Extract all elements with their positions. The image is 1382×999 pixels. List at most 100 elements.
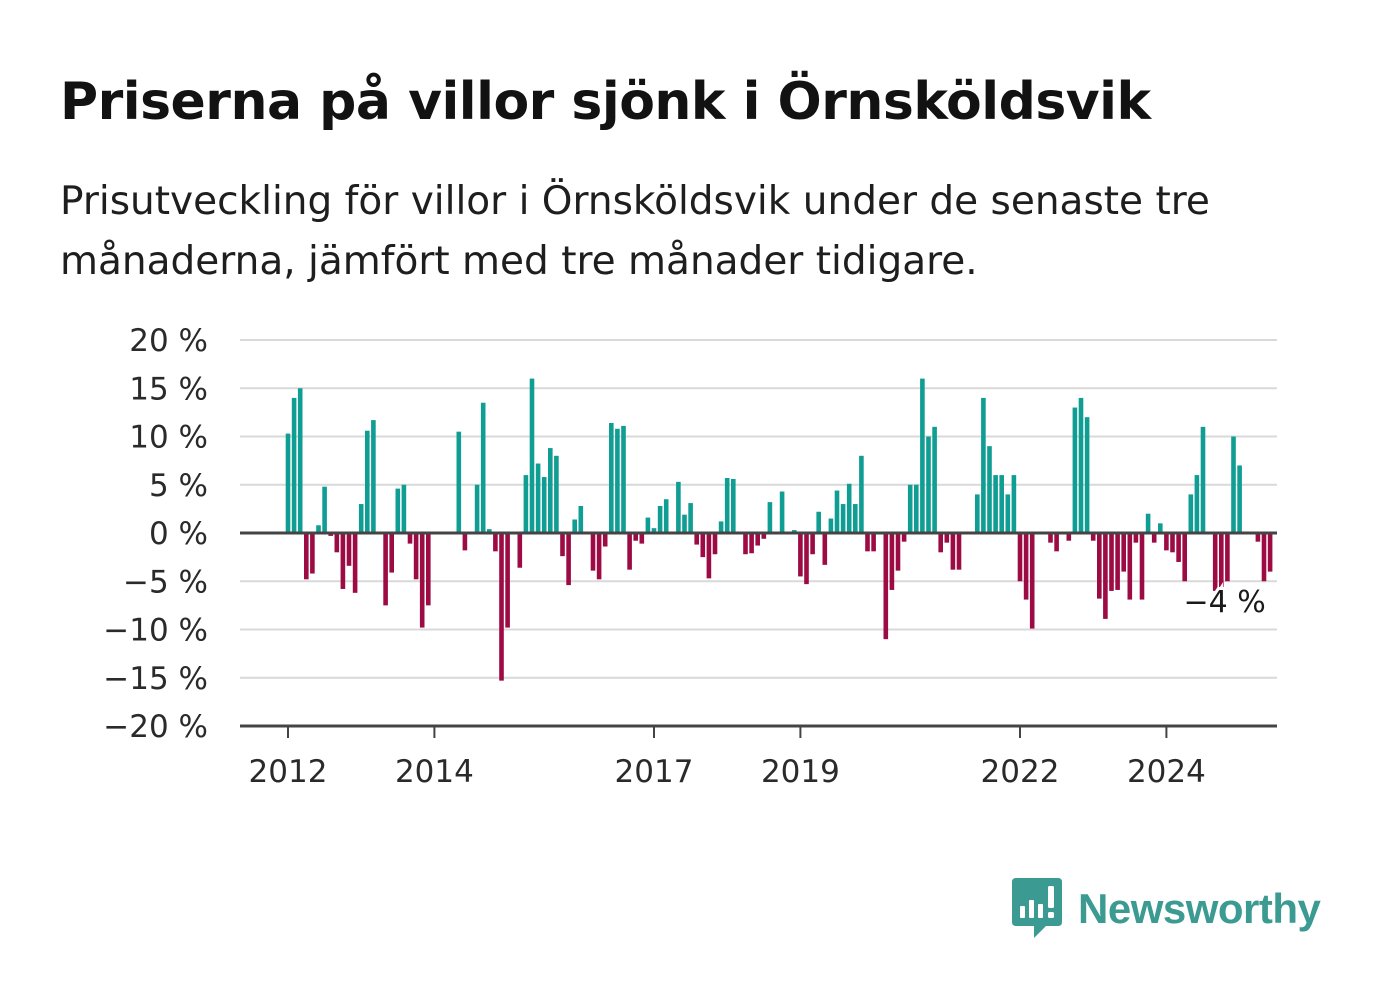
bar [1097,533,1102,599]
bar [688,503,693,533]
bar [1133,533,1139,543]
bar [865,533,870,552]
bar [1017,533,1023,582]
bar [657,505,663,533]
x-tick-label: 2012 [249,754,328,790]
bar [1237,465,1242,533]
y-tick-label: −5 % [123,564,208,600]
bar [846,483,852,533]
bar [694,533,699,545]
newsworthy-logo-icon [1012,878,1062,938]
bar [548,448,553,533]
x-tick-label: 2017 [615,754,694,790]
bar [645,517,651,533]
bar [621,425,626,533]
bar [1212,533,1218,591]
bar [627,533,632,570]
bar [426,533,431,606]
bar [663,499,669,533]
bar [1145,513,1151,533]
bar [602,533,608,547]
chart-title: Priserna på villor sjönk i Örnsköldsvik [60,72,1151,132]
bar [285,433,291,533]
bar [1255,533,1261,542]
bar [828,518,834,533]
bar [535,463,541,533]
bar [1011,475,1017,533]
bar [901,533,907,542]
bar [352,533,358,593]
bar [554,455,559,533]
bar [706,533,712,579]
bar [523,475,529,533]
bar [499,533,504,681]
bar [651,528,657,533]
bar [749,533,754,554]
chart-subtitle: Prisutveckling för villor i Örnsköldsvik… [60,179,1210,284]
bar [999,475,1004,533]
bar [371,420,376,533]
bar [950,533,956,570]
bar [572,519,577,533]
bar [956,533,962,570]
bar [1121,533,1126,572]
bar [578,505,584,533]
bar [541,477,547,533]
bar [529,378,535,533]
y-tick-label: −15 % [103,661,208,697]
y-tick-label: −10 % [103,613,208,649]
bar [493,533,498,552]
bar [596,533,602,580]
bar [779,491,785,533]
bar [1200,426,1206,533]
bar [633,533,638,541]
bar [609,422,614,533]
bar [944,533,950,543]
bar [810,533,815,555]
bar [1109,533,1114,591]
bar [480,402,486,533]
bar [456,431,462,533]
bar [1029,533,1035,629]
bar [987,446,992,533]
bar [346,533,352,566]
bar [1084,417,1090,533]
bar [1127,533,1133,600]
bar [1194,475,1200,533]
bar [297,388,303,533]
bar [761,533,767,539]
bar [1231,436,1236,533]
bar [798,533,803,577]
bar [889,533,895,590]
bar [1267,533,1273,572]
bar [834,490,840,533]
bar [1158,523,1163,533]
y-tick-label: 20 % [129,323,208,359]
brand-name: Newsworthy [1078,885,1321,932]
bar [755,533,760,546]
y-tick-label: 0 % [149,516,208,552]
bar [938,533,943,553]
bar [907,484,913,533]
bar [883,533,889,640]
bar [419,533,425,628]
bar [334,533,340,553]
bar [310,533,315,574]
bar [1090,533,1096,541]
bar [1225,533,1230,582]
y-tick-label: 10 % [129,420,208,456]
bar [590,533,596,571]
x-tick-label: 2014 [395,754,474,790]
x-tick-label: 2024 [1127,754,1206,790]
bar [676,481,681,533]
bar [517,533,523,568]
bar [724,477,730,533]
bar [920,378,925,533]
bar [682,514,687,533]
x-tick-label: 2022 [981,754,1060,790]
bar [389,533,394,573]
bar [993,475,998,533]
bar [932,426,937,533]
bar [462,533,468,551]
